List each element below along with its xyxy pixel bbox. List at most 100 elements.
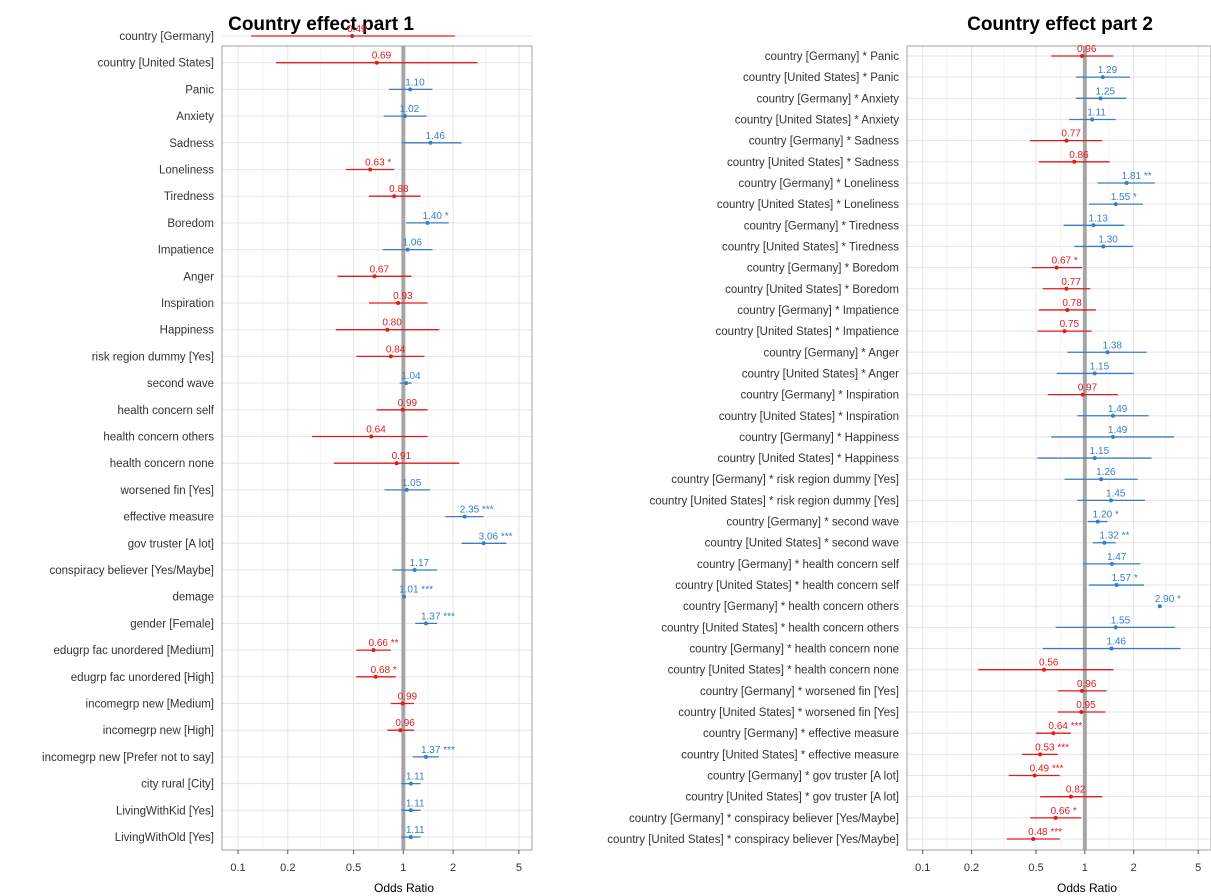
point-estimate <box>1068 794 1073 799</box>
value-label: 1.37 *** <box>421 611 455 622</box>
value-label: 0.86 <box>1069 150 1089 161</box>
value-label: 1.49 <box>1108 404 1128 415</box>
point-estimate <box>1062 329 1067 334</box>
value-label: 0.99 <box>398 398 418 409</box>
panel-2-frame <box>906 45 1211 851</box>
point-estimate <box>1038 752 1043 757</box>
term-label: demage <box>172 592 214 604</box>
term-label: country [United States] * Inspiration <box>719 411 899 423</box>
point-estimate <box>368 167 373 172</box>
point-estimate <box>1090 117 1095 122</box>
term-label: country [United States] * Anxiety <box>735 114 900 126</box>
term-label: country [Germany] * risk region dummy [Y… <box>671 474 899 486</box>
value-label: 1.11 <box>406 772 425 783</box>
point-estimate <box>1114 583 1119 588</box>
point-estimate <box>408 808 413 813</box>
term-label: country [Germany] * Inspiration <box>740 390 899 402</box>
value-label: 1.81 ** <box>1122 171 1152 182</box>
term-label: country [Germany] * health concern other… <box>683 601 899 613</box>
value-label: 1.15 <box>1090 361 1110 372</box>
value-label: 0.77 <box>1061 277 1081 288</box>
value-label: 1.11 <box>406 825 425 836</box>
value-label: 1.49 <box>1108 425 1128 436</box>
term-label: country [Germany] * health concern none <box>689 644 899 656</box>
value-label: 1.10 <box>405 77 425 88</box>
value-label: 1.13 <box>1088 213 1108 224</box>
value-label: 0.64 *** <box>1048 721 1082 732</box>
value-label: 0.66 * <box>1051 806 1077 817</box>
point-estimate <box>412 568 417 572</box>
x-tick-label: 0.2 <box>964 862 979 874</box>
term-label: Happiness <box>160 325 215 337</box>
value-label: 0.66 ** <box>369 638 399 649</box>
term-label: Anxiety <box>176 111 214 123</box>
point-estimate <box>1109 646 1114 651</box>
x-tick-label: 0.1 <box>915 862 930 874</box>
term-label: edugrp fac unordered [High] <box>71 672 214 684</box>
term-label: country [Germany] <box>119 31 214 43</box>
term-label: country [Germany] * second wave <box>726 517 899 529</box>
point-estimate <box>1113 202 1118 207</box>
term-label: risk region dummy [Yes] <box>92 351 214 363</box>
value-label: 0.53 *** <box>1035 742 1069 753</box>
point-estimate <box>1079 710 1084 715</box>
x-tick-label: 0.5 <box>346 862 361 874</box>
term-label: country [Germany] * Loneliness <box>739 178 900 190</box>
point-estimate <box>408 835 413 839</box>
panel-country-effect-part-2: Country effect part 2 0.961.291.251.110.… <box>607 14 1211 895</box>
term-label: Loneliness <box>159 165 214 177</box>
value-label: 0.67 * <box>1052 256 1078 267</box>
value-label: 0.48 *** <box>1028 827 1062 838</box>
point-estimate <box>402 594 407 599</box>
point-estimate <box>350 34 355 38</box>
point-estimate <box>1098 96 1103 101</box>
value-label: 1.01 *** <box>399 585 433 596</box>
term-label: city rural [City] <box>141 779 214 791</box>
value-label: 1.20 * <box>1093 510 1119 521</box>
value-label: 0.78 <box>1062 298 1082 309</box>
term-label: country [Germany] * gov truster [A lot] <box>707 771 899 783</box>
point-estimate <box>1100 75 1105 80</box>
point-estimate <box>394 461 399 466</box>
point-estimate <box>374 60 379 65</box>
point-estimate <box>423 621 428 626</box>
point-estimate <box>462 514 467 519</box>
panel-1-title: Country effect part 1 <box>228 14 414 35</box>
value-label: 1.04 <box>401 371 421 382</box>
point-estimate <box>1042 667 1047 672</box>
term-label: Boredom <box>167 218 214 230</box>
point-estimate <box>1157 604 1162 609</box>
point-estimate <box>1110 434 1115 439</box>
term-label: incomegrp new [High] <box>103 725 214 737</box>
point-estimate <box>428 140 433 145</box>
point-estimate <box>425 220 430 225</box>
value-label: 1.29 <box>1098 65 1118 76</box>
value-label: 0.82 <box>1066 785 1086 796</box>
value-label: 0.49 <box>347 24 367 35</box>
term-label: country [Germany] * Impatience <box>737 305 899 317</box>
point-estimate <box>1064 286 1069 291</box>
value-label: 1.26 <box>1096 467 1116 478</box>
term-label: country [Germany] * Panic <box>765 51 899 63</box>
term-label: country [United States] * conspiracy bel… <box>607 834 899 846</box>
panel-1-term-labels: country [Germany] country [United States]… <box>42 31 215 844</box>
term-label: country [United States] * Happiness <box>717 453 899 465</box>
point-estimate <box>1092 456 1097 461</box>
point-estimate <box>1095 519 1100 524</box>
term-label: country [United States] * Loneliness <box>717 199 899 211</box>
point-estimate <box>388 354 393 359</box>
point-estimate <box>1091 223 1096 228</box>
value-label: 1.55 * <box>1111 192 1137 203</box>
value-label: 1.11 <box>406 798 425 809</box>
term-label: country [Germany] * Anger <box>763 347 899 359</box>
point-estimate <box>372 274 377 279</box>
value-label: 1.37 *** <box>421 745 455 756</box>
value-label: 0.91 <box>392 451 412 462</box>
point-estimate <box>385 327 390 332</box>
x-tick-label: 0.1 <box>230 862 245 874</box>
value-label: 0.63 * <box>365 158 391 169</box>
x-tick-label: 1 <box>1082 862 1088 874</box>
term-label: health concern others <box>103 432 214 444</box>
point-estimate <box>408 781 413 786</box>
value-label: 1.02 <box>400 104 420 115</box>
